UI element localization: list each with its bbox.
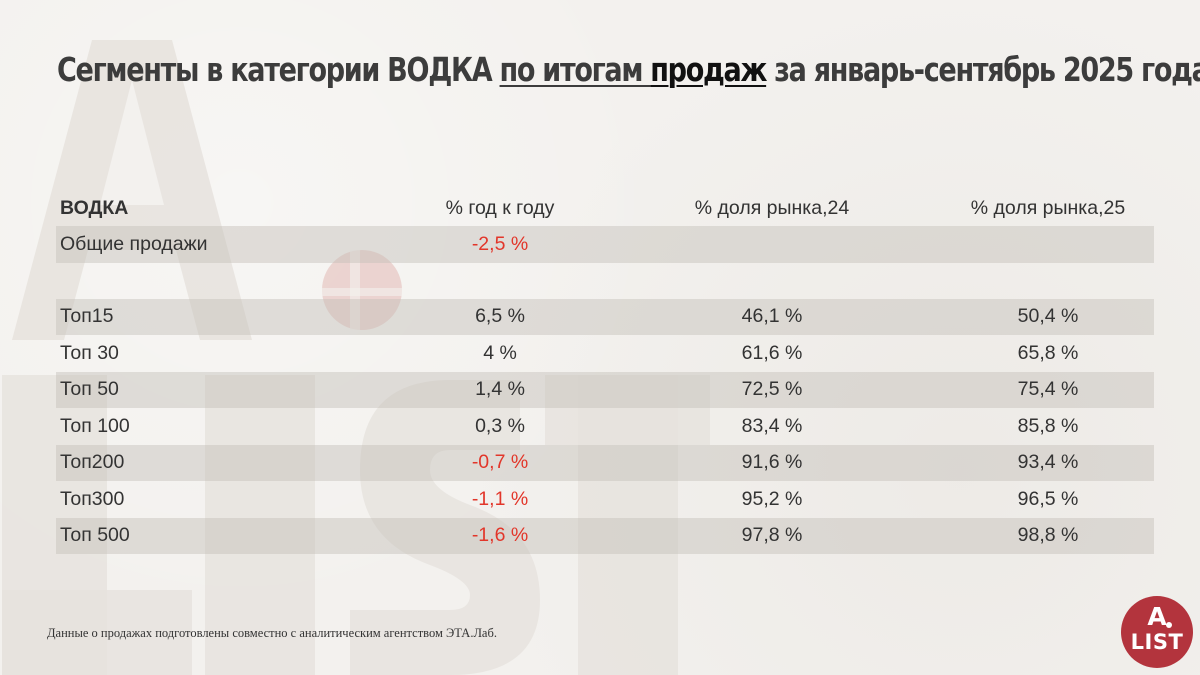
row-share-24: 46,1 %	[741, 305, 803, 328]
title-part-2: за январь-сентябрь 2025 года	[766, 50, 1200, 89]
logo-dot-icon	[1166, 622, 1172, 628]
segments-table: ВОДКА % год к году % доля рынка,24 % дол…	[56, 190, 1154, 554]
table-row: Топ300 -1,1 % 95,2 % 96,5 %	[56, 481, 1154, 518]
header-category: ВОДКА	[60, 196, 129, 219]
row-yoy: 1,4 %	[475, 378, 525, 401]
row-share-24: 95,2 %	[741, 487, 803, 510]
row-share-25: 85,8 %	[1017, 414, 1079, 437]
row-share-25: 98,8 %	[1017, 524, 1079, 547]
row-label: Топ300	[60, 487, 125, 510]
row-share-24: 91,6 %	[741, 451, 803, 474]
row-share-24: 72,5 %	[741, 378, 803, 401]
title-underlined-2: продаж	[650, 50, 767, 89]
header-yoy: % год к году	[445, 196, 555, 219]
row-yoy: 4 %	[483, 341, 517, 364]
logo-word-list: LIST	[1130, 630, 1184, 654]
row-share-24: 83,4 %	[741, 414, 803, 437]
row-share-25: 96,5 %	[1017, 487, 1079, 510]
total-share-25	[898, 226, 1198, 263]
logo-letter-a: A	[1147, 602, 1167, 631]
row-share-25: 65,8 %	[1017, 341, 1079, 364]
table-header-row: ВОДКА % год к году % доля рынка,24 % дол…	[56, 190, 1154, 226]
row-label: Топ 500	[60, 524, 130, 547]
row-yoy: 6,5 %	[475, 305, 525, 328]
row-share-25: 75,4 %	[1017, 378, 1079, 401]
row-share-24: 61,6 %	[741, 341, 803, 364]
table-row: Топ200 -0,7 % 91,6 % 93,4 %	[56, 444, 1154, 481]
row-share-25: 50,4 %	[1017, 305, 1079, 328]
title-underlined-1: по итогам	[499, 50, 651, 89]
table-row: Топ 500 -1,6 % 97,8 % 98,8 %	[56, 517, 1154, 554]
total-yoy: -2,5 %	[471, 232, 529, 255]
table-row: Топ15 6,5 % 46,1 % 50,4 %	[56, 298, 1154, 335]
data-source-footnote: Данные о продажах подготовлены совместно…	[47, 626, 497, 640]
alist-logo: A LIST	[1121, 596, 1193, 668]
row-label: Топ 50	[60, 378, 119, 401]
title-part-1: Сегменты в категории ВОДКА	[57, 50, 500, 89]
table-row: Топ 30 4 % 61,6 % 65,8 %	[56, 335, 1154, 372]
page-title: Сегменты в категории ВОДКА по итогам про…	[57, 50, 1200, 89]
row-label: Топ200	[60, 451, 125, 474]
row-label: Топ 30	[60, 341, 119, 364]
row-yoy: 0,3 %	[475, 414, 525, 437]
total-sales-row: Общие продажи -2,5 %	[56, 226, 1154, 263]
header-share-25: % доля рынка,25	[970, 196, 1126, 219]
row-share-24: 97,8 %	[741, 524, 803, 547]
total-label: Общие продажи	[60, 232, 208, 255]
table-row: Топ 100 0,3 % 83,4 % 85,8 %	[56, 408, 1154, 445]
row-share-25: 93,4 %	[1017, 451, 1079, 474]
table-spacer	[56, 263, 1154, 299]
row-label: Топ 100	[60, 414, 130, 437]
table-row: Топ 50 1,4 % 72,5 % 75,4 %	[56, 371, 1154, 408]
header-share-24: % доля рынка,24	[694, 196, 850, 219]
row-yoy: -1,6 %	[471, 524, 529, 547]
row-yoy: -0,7 %	[471, 451, 529, 474]
row-yoy: -1,1 %	[471, 487, 529, 510]
total-share-24	[622, 226, 922, 263]
row-label: Топ15	[60, 305, 114, 328]
